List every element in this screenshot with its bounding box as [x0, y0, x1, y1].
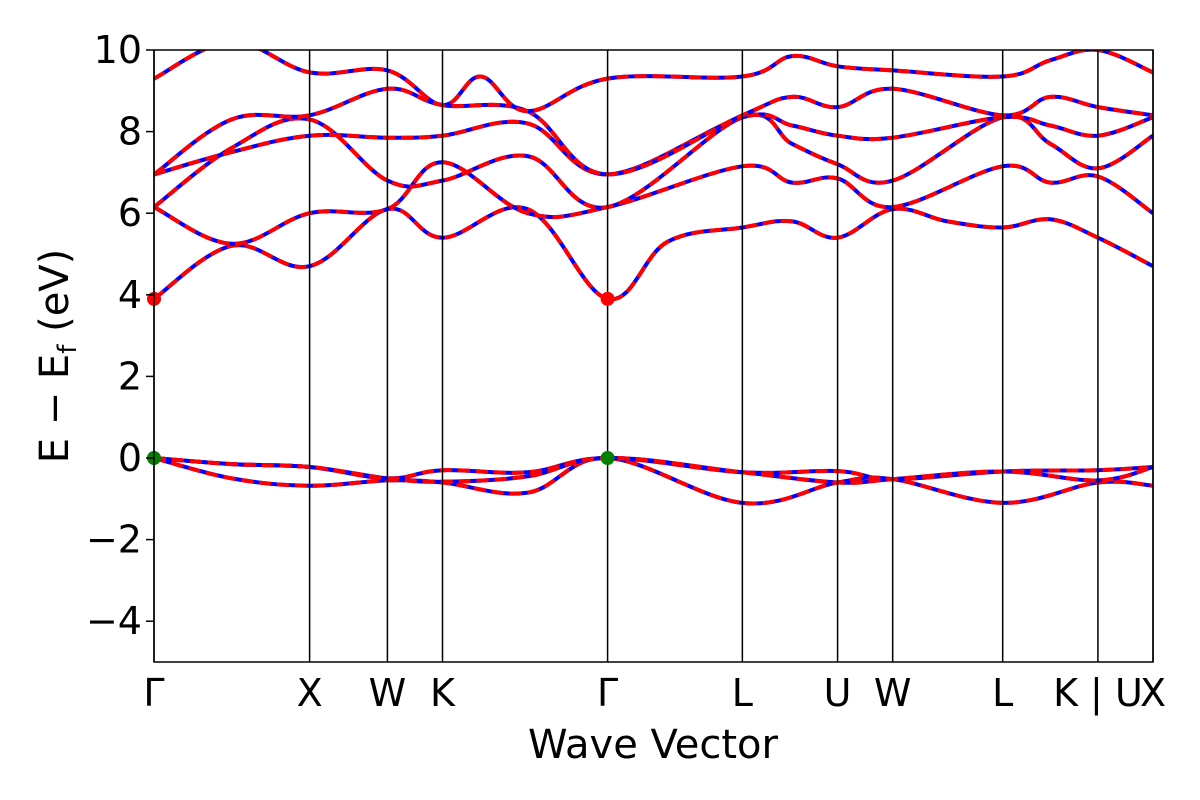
x-tick-label: L: [732, 671, 753, 715]
y-axis-label-unit: (eV): [32, 249, 78, 345]
x-tick-label: L: [992, 671, 1013, 715]
x-tick-label: K | U: [1053, 671, 1143, 716]
y-axis-label: E − Ef (eV): [32, 249, 83, 464]
vbm-marker-3: [600, 451, 615, 465]
x-tick-label: U: [824, 671, 852, 715]
y-axis-ticks: −4 −2 0 2 4 6 8 10: [86, 28, 154, 643]
band-8-dashed: [154, 86, 1153, 177]
band-1-dashed: [154, 455, 1153, 506]
y-tick-label: 4: [118, 273, 142, 317]
band-9-dashed: [154, 50, 1153, 114]
y-tick-label: 8: [118, 110, 142, 154]
band-edge-markers: [147, 291, 615, 465]
y-tick-label: 2: [118, 354, 142, 398]
band-8: [154, 86, 1153, 177]
plot-frame: [153, 49, 1154, 663]
high-symmetry-lines: [153, 50, 1154, 662]
x-tick-label: W: [874, 671, 912, 715]
x-tick-label: W: [369, 671, 407, 715]
cbm-marker-1: [600, 291, 615, 306]
x-tick-label: K: [430, 671, 456, 715]
band-9: [154, 50, 1153, 114]
y-axis-label-main: E − E: [32, 354, 78, 464]
x-tick-label: X: [297, 671, 323, 715]
y-tick-label: 6: [118, 191, 142, 235]
y-tick-label: −4: [86, 599, 142, 643]
band-5-dashed: [154, 160, 1153, 246]
x-tick-label: Γ: [143, 671, 164, 715]
y-tick-label: −2: [86, 518, 142, 562]
x-tick-label: Γ: [597, 671, 618, 715]
x-tick-label: X: [1140, 671, 1166, 715]
y-axis-label-subscript: f: [53, 344, 83, 354]
band-5: [154, 160, 1153, 246]
x-axis-label: Wave Vector: [528, 722, 779, 768]
y-tick-label: 0: [118, 436, 142, 480]
y-tick-label: 10: [94, 28, 142, 72]
